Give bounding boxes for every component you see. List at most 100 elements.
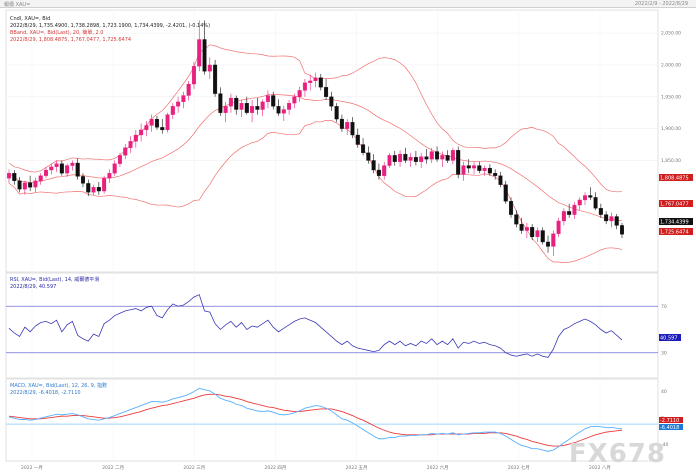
candle-body — [572, 204, 577, 215]
price-y-tick-label: 2,050.00 — [661, 31, 681, 37]
price-y-tick-label: 1,950.00 — [661, 94, 681, 100]
candle-body — [466, 165, 471, 169]
candle-body — [12, 173, 17, 181]
candle-body — [154, 118, 159, 128]
candle-body — [144, 125, 149, 131]
rsi-y-tick-label: 30 — [661, 350, 667, 356]
candle-body — [223, 106, 228, 113]
price-info-line-1: Cndl, XAU=, Bid — [10, 16, 50, 22]
candle-body — [604, 214, 609, 222]
rsi-panel-frame — [5, 272, 659, 379]
candle-body — [112, 163, 117, 174]
candle-body — [593, 197, 598, 209]
x-tick-label: 2022 二月 — [102, 465, 124, 471]
candle-body — [80, 176, 85, 184]
price-panel[interactable] — [7, 20, 624, 263]
candle-body — [250, 106, 255, 113]
candle-body — [355, 134, 360, 145]
x-tick-label: 2022 五月 — [346, 465, 368, 471]
window-title-bar: 報價 XAU= 2022/2/9 - 2022/8/29 — [0, 0, 696, 8]
candle-body — [551, 233, 556, 247]
candle-body — [128, 141, 133, 148]
candle-body — [318, 77, 323, 88]
candle-body — [123, 147, 128, 156]
candle-body — [49, 166, 54, 171]
candle-body — [160, 127, 165, 131]
candle-body — [43, 169, 48, 176]
candle-body — [472, 165, 477, 169]
price-y-tick-label: 2,000.00 — [661, 62, 681, 68]
candle-body — [477, 165, 482, 171]
macd-panel-frame — [5, 378, 659, 462]
candle-body — [239, 103, 244, 110]
macd-y-tick-label: -40 — [661, 442, 668, 448]
candle-body — [382, 165, 387, 176]
candle-body — [482, 167, 487, 171]
candle-body — [276, 106, 281, 114]
candle-body — [371, 160, 376, 171]
candle-body — [292, 96, 297, 104]
candle-body — [324, 87, 329, 97]
candle-body — [519, 223, 524, 231]
bb-lower-line — [8, 120, 623, 263]
candle-body — [535, 230, 540, 238]
bb-lower-tag — [659, 228, 693, 235]
bb-upper-tag-label: 1,808.4875 — [660, 176, 689, 182]
candle-body — [218, 93, 223, 113]
candle-body — [281, 109, 286, 114]
candle-body — [598, 208, 603, 215]
candle-body — [59, 163, 64, 174]
candle-body — [86, 183, 91, 193]
candle-body — [22, 182, 27, 190]
candle-body — [361, 144, 366, 153]
macd-tag-label: -6.4018 — [660, 425, 679, 431]
rsi-y-tick-label: 70 — [661, 304, 667, 310]
panel-frames — [5, 9, 659, 462]
x-tick-label: 2022 一月 — [21, 465, 43, 471]
candle-body — [387, 155, 392, 166]
axis-labels: 1,850.00 1,900.00 1,950.00 2,000.00 2,050.00… — [21, 31, 681, 471]
bb-lower-tag-label: 1,725.6474 — [660, 230, 689, 236]
candle-body — [392, 155, 397, 162]
candle-body — [577, 199, 582, 206]
candle-body — [102, 178, 107, 192]
candle-body — [33, 180, 38, 188]
candle-body — [408, 157, 413, 161]
macd-info-line-2: 2022/8/29, -6.4018, -2.7110 — [10, 390, 81, 396]
candle-body — [530, 227, 535, 238]
candle-body — [91, 187, 96, 193]
price-info-line-3: BBand, XAU=, Bid(Last), 20, 簡單, 2.0 — [10, 29, 103, 36]
candle-body — [65, 165, 70, 174]
candle-body — [503, 184, 508, 202]
rsi-info-line-1: RSI, XAU=, Bid(Last), 14, 威爾德平滑 — [10, 276, 99, 283]
candle-body — [213, 64, 218, 94]
candle-body — [588, 195, 593, 198]
bb-middle-line — [8, 93, 623, 221]
bb-middle-tag — [659, 200, 693, 207]
candle-body — [419, 156, 424, 162]
candle-body — [202, 39, 207, 72]
candle-body — [297, 90, 302, 97]
price-info-line-4: 2022/8/29, 1,808.4875, 1,767.0477, 1,725… — [10, 37, 131, 43]
macd-signal-line — [8, 393, 623, 447]
candle-body — [509, 201, 514, 215]
candle-body — [287, 103, 292, 110]
macd-value-tags: -2.7110 -6.4018 — [659, 417, 683, 431]
date-range: 2022/2/9 - 2022/8/29 — [634, 1, 688, 7]
candle-body — [234, 97, 239, 110]
candle-body — [567, 211, 572, 215]
rsi-tag — [659, 334, 681, 341]
signal-tag — [659, 417, 683, 423]
candle-body — [107, 173, 112, 179]
candle-body — [376, 169, 381, 176]
x-tick-label: 2022 六月 — [427, 464, 449, 471]
candle-body — [207, 64, 212, 72]
candle-body — [191, 66, 196, 85]
rsi-info-line-2: 2022/8/29, 40.597 — [10, 284, 56, 290]
candle-body — [556, 220, 561, 234]
rsi-panel[interactable] — [6, 294, 658, 358]
candle-body — [265, 95, 270, 103]
macd-panel[interactable] — [6, 387, 658, 452]
rsi-line — [8, 294, 623, 358]
